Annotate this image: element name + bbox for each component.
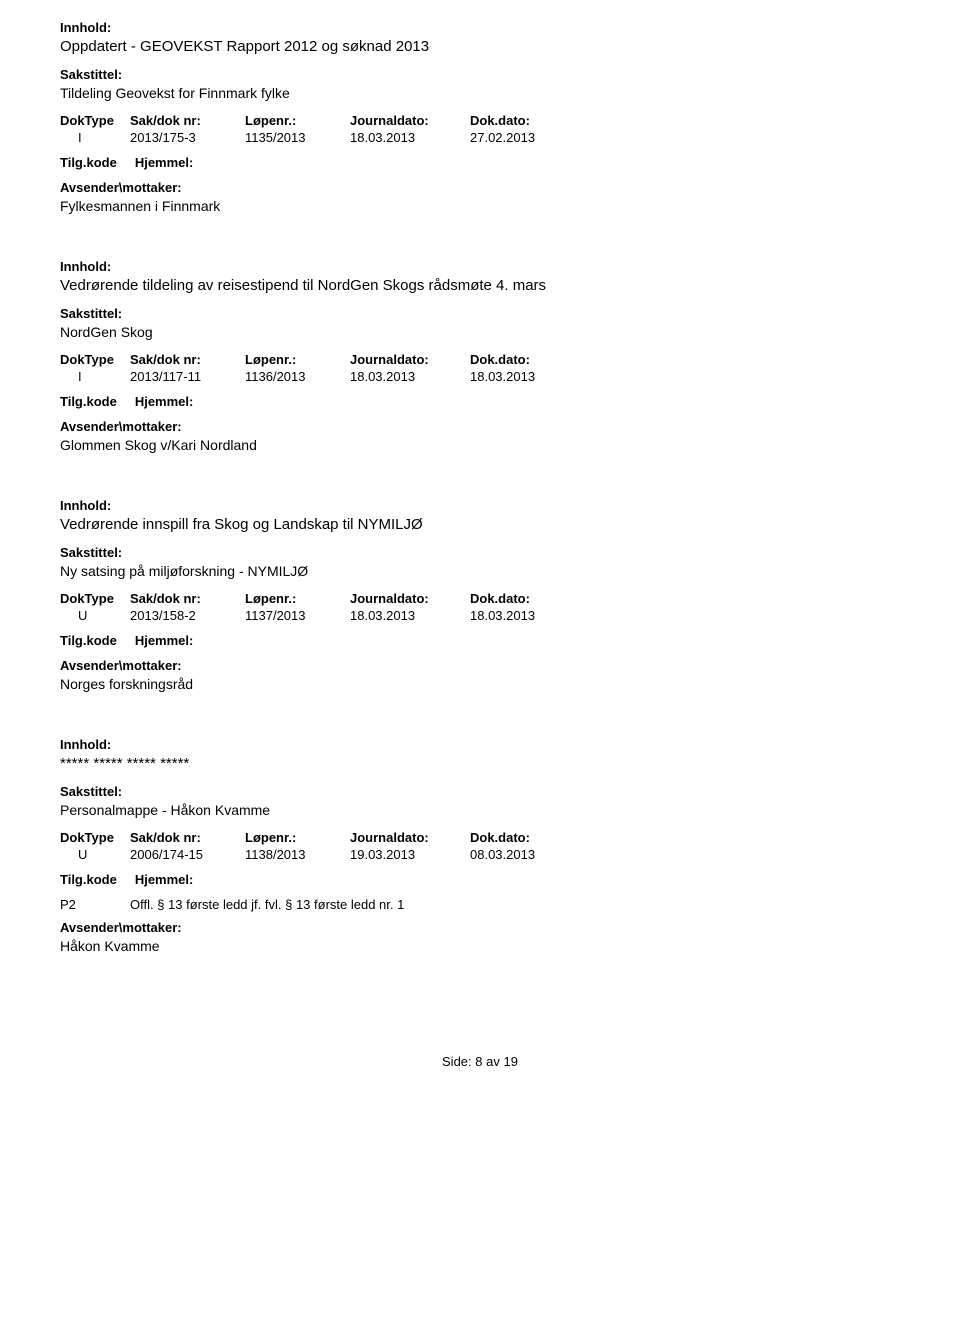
journal-header: Journaldato: [350,352,470,367]
table-data-row: U 2006/174-15 1138/2013 19.03.2013 08.03… [60,847,900,862]
dokdato-value: 18.03.2013 [470,608,590,623]
hiemmel-label: Hjemmel: [135,155,194,170]
table-header-row: DokType Sak/dok nr: Løpenr.: Journaldato… [60,591,900,606]
dokdato-header: Dok.dato: [470,830,590,845]
doktype-value: I [60,369,130,384]
journal-header: Journaldato: [350,830,470,845]
sakstittel-text: Tildeling Geovekst for Finnmark fylke [60,85,900,101]
avsender-text: Glommen Skog v/Kari Nordland [60,437,900,453]
doktype-value: U [60,608,130,623]
sakdok-value: 2013/117-11 [130,369,245,384]
journal-value: 18.03.2013 [350,608,470,623]
table-data-row: I 2013/175-3 1135/2013 18.03.2013 27.02.… [60,130,900,145]
hiemmel-label: Hjemmel: [135,872,194,887]
doktype-header: DokType [60,591,130,606]
journal-entry: Innhold: Oppdatert - GEOVEKST Rapport 20… [60,20,900,214]
innhold-text: Vedrørende tildeling av reisestipend til… [60,277,900,294]
table-data-row: U 2013/158-2 1137/2013 18.03.2013 18.03.… [60,608,900,623]
avsender-text: Fylkesmannen i Finnmark [60,198,900,214]
lopenr-value: 1136/2013 [245,369,350,384]
doktype-header: DokType [60,352,130,367]
sakstittel-text: Ny satsing på miljøforskning - NYMILJØ [60,563,900,579]
avsender-label: Avsender\mottaker: [60,920,900,935]
sakstittel-label: Sakstittel: [60,545,900,560]
sakdok-header: Sak/dok nr: [130,113,245,128]
innhold-label: Innhold: [60,20,900,35]
total-pages: 19 [504,1054,518,1069]
lopenr-header: Løpenr.: [245,352,350,367]
journal-value: 18.03.2013 [350,130,470,145]
hiemmel-label: Hjemmel: [135,394,194,409]
journal-entry: Innhold: Vedrørende innspill fra Skog og… [60,498,900,692]
lopenr-value: 1138/2013 [245,847,350,862]
innhold-label: Innhold: [60,259,900,274]
journal-entry: Innhold: ***** ***** ***** ***** Sakstit… [60,737,900,954]
dokdato-value: 27.02.2013 [470,130,590,145]
avsender-label: Avsender\mottaker: [60,419,900,434]
avsender-text: Håkon Kvamme [60,938,900,954]
sakdok-value: 2013/175-3 [130,130,245,145]
sakstittel-text: Personalmappe - Håkon Kvamme [60,802,900,818]
dokdato-value: 08.03.2013 [470,847,590,862]
avsender-label: Avsender\mottaker: [60,658,900,673]
lopenr-value: 1137/2013 [245,608,350,623]
sakstittel-label: Sakstittel: [60,306,900,321]
journal-header: Journaldato: [350,113,470,128]
table-header-row: DokType Sak/dok nr: Løpenr.: Journaldato… [60,352,900,367]
avsender-label: Avsender\mottaker: [60,180,900,195]
sakdok-header: Sak/dok nr: [130,591,245,606]
sakstittel-label: Sakstittel: [60,67,900,82]
sakdok-value: 2006/174-15 [130,847,245,862]
lopenr-header: Løpenr.: [245,591,350,606]
hiemmel-value: Offl. § 13 første ledd jf. fvl. § 13 før… [130,897,900,912]
dokdato-header: Dok.dato: [470,591,590,606]
journal-value: 19.03.2013 [350,847,470,862]
doktype-value: U [60,847,130,862]
tilgkode-label: Tilg.kode [60,633,117,648]
hiemmel-label: Hjemmel: [135,633,194,648]
innhold-text: Vedrørende innspill fra Skog og Landskap… [60,516,900,533]
journal-value: 18.03.2013 [350,369,470,384]
avsender-text: Norges forskningsråd [60,676,900,692]
sakstittel-text: NordGen Skog [60,324,900,340]
tilgkode-value: P2 [60,897,130,912]
av-label: av [486,1054,500,1069]
dokdato-header: Dok.dato: [470,352,590,367]
dokdato-value: 18.03.2013 [470,369,590,384]
table-header-row: DokType Sak/dok nr: Løpenr.: Journaldato… [60,830,900,845]
page-footer: Side: 8 av 19 [60,1054,900,1069]
tilgkode-label: Tilg.kode [60,394,117,409]
innhold-label: Innhold: [60,498,900,513]
lopenr-value: 1135/2013 [245,130,350,145]
page-number: 8 [475,1054,482,1069]
innhold-label: Innhold: [60,737,900,752]
tilgkode-label: Tilg.kode [60,155,117,170]
journal-header: Journaldato: [350,591,470,606]
sakdok-header: Sak/dok nr: [130,830,245,845]
sakstittel-label: Sakstittel: [60,784,900,799]
tilgkode-label: Tilg.kode [60,872,117,887]
journal-entry: Innhold: Vedrørende tildeling av reisest… [60,259,900,453]
table-data-row: I 2013/117-11 1136/2013 18.03.2013 18.03… [60,369,900,384]
innhold-text: Oppdatert - GEOVEKST Rapport 2012 og søk… [60,38,900,55]
sakdok-value: 2013/158-2 [130,608,245,623]
doktype-header: DokType [60,830,130,845]
table-header-row: DokType Sak/dok nr: Løpenr.: Journaldato… [60,113,900,128]
doktype-value: I [60,130,130,145]
innhold-text: ***** ***** ***** ***** [60,755,900,772]
sakdok-header: Sak/dok nr: [130,352,245,367]
lopenr-header: Løpenr.: [245,113,350,128]
doktype-header: DokType [60,113,130,128]
dokdato-header: Dok.dato: [470,113,590,128]
lopenr-header: Løpenr.: [245,830,350,845]
side-label: Side: [442,1054,472,1069]
